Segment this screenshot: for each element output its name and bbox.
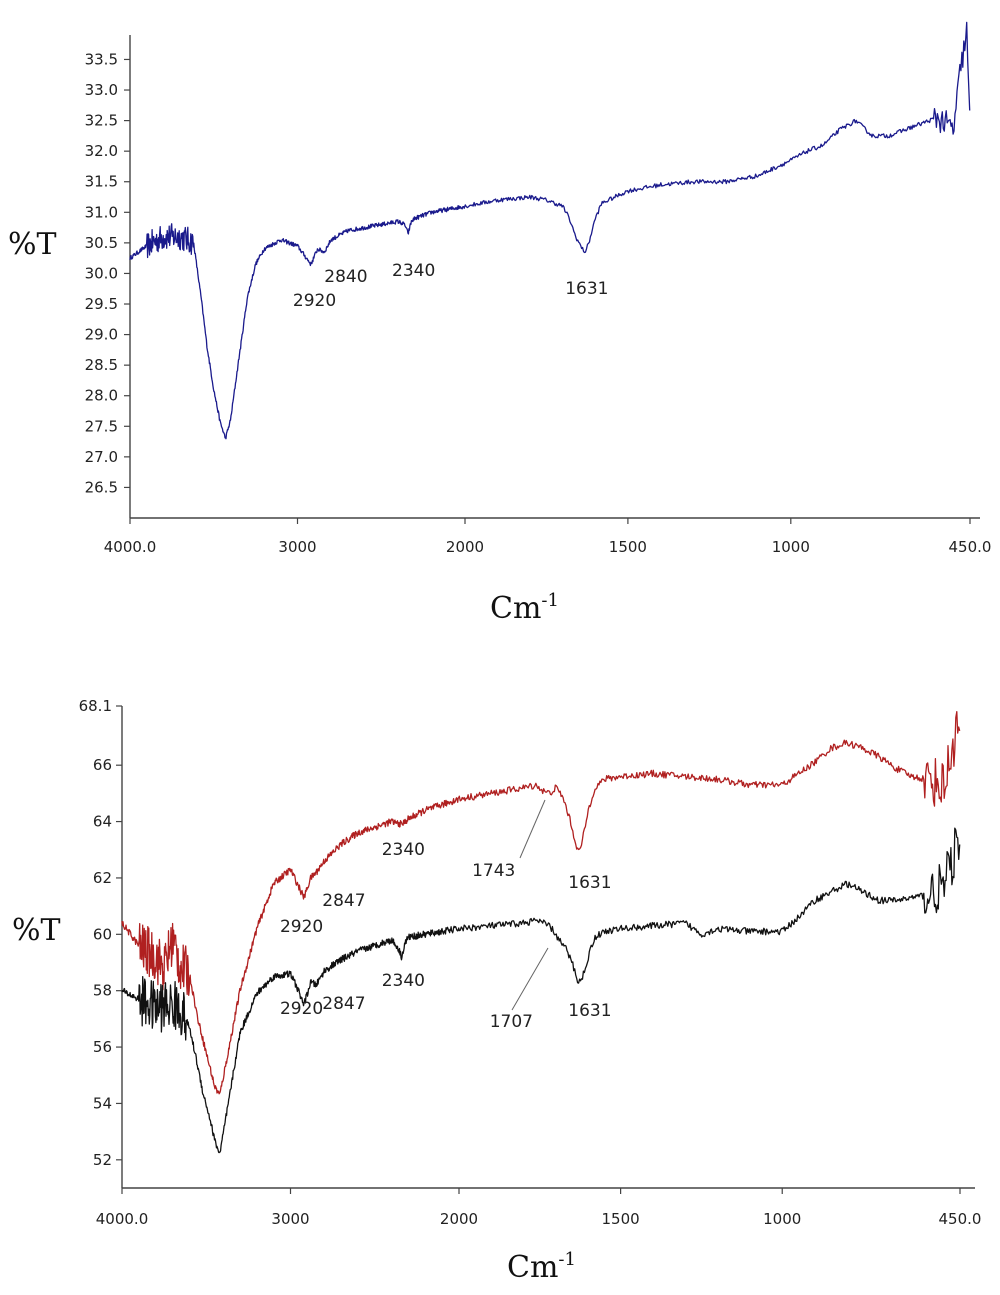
y-tick-label: 26.5 xyxy=(85,478,118,496)
y-tick-label: 33.5 xyxy=(85,50,118,68)
y-tick-label: 68.1 xyxy=(79,697,112,715)
peak-annotation: 2840 xyxy=(324,267,367,287)
x-tick-label: 3000 xyxy=(278,538,316,556)
y-tick-label: 30.5 xyxy=(85,234,118,252)
x-tick-label: 450.0 xyxy=(939,1210,982,1228)
x-tick-label: 4000.0 xyxy=(104,538,157,556)
y-tick-label: 28.0 xyxy=(85,387,118,405)
peak-annotation: 2340 xyxy=(382,971,425,991)
y-tick-label: 58 xyxy=(93,982,112,1000)
x-axis-label: Cm-1 xyxy=(507,1249,576,1285)
annotation-leader xyxy=(519,799,546,859)
peak-annotation: 1743 xyxy=(472,861,515,881)
peak-annotation: 2920 xyxy=(280,999,323,1019)
y-tick-label: 32.5 xyxy=(85,112,118,130)
annotation-leader xyxy=(511,947,549,1011)
peak-annotation: 2920 xyxy=(293,291,336,311)
y-tick-label: 66 xyxy=(93,756,112,774)
spectrum-line-1 xyxy=(129,21,971,440)
x-tick-label: 2000 xyxy=(440,1210,478,1228)
y-tick-label: 30.0 xyxy=(85,264,118,282)
x-axis-label: Cm-1 xyxy=(490,590,559,626)
y-axis-label: %T xyxy=(8,227,57,262)
y-tick-label: 32.0 xyxy=(85,142,118,160)
peak-annotation: 1631 xyxy=(565,279,608,299)
x-tick-group: 4000.0 3000 2000 1500 1000 450.0 xyxy=(104,518,992,556)
y-axis-label: %T xyxy=(12,913,61,948)
x-tick-label: 1000 xyxy=(772,538,810,556)
y-tick-group: 26.5 27.0 27.5 28.0 28.5 29.0 29.5 30.0 30.5 31.0… xyxy=(85,50,130,496)
spectrum-line-1 xyxy=(121,711,961,1095)
y-tick-label: 31.5 xyxy=(85,173,118,191)
y-tick-label: 33.0 xyxy=(85,81,118,99)
x-tick-label: 1500 xyxy=(602,1210,640,1228)
y-tick-label: 27.5 xyxy=(85,417,118,435)
y-tick-label: 29.0 xyxy=(85,326,118,344)
peak-annotation: 2340 xyxy=(382,840,425,860)
x-tick-label: 3000 xyxy=(271,1210,309,1228)
y-tick-label: 52 xyxy=(93,1151,112,1169)
x-tick-label: 1500 xyxy=(609,538,647,556)
y-tick-group: 52 54 56 58 60 62 64 66 68.1 xyxy=(79,697,122,1169)
x-tick-label: 450.0 xyxy=(949,538,992,556)
annotation-group: 2920 2840 2340 1631 xyxy=(293,261,609,311)
chart-panel-bottom: 52 54 56 58 60 62 64 66 68.1 4000.0 3000 2000 1500 1… xyxy=(12,697,981,1285)
y-tick-label: 29.5 xyxy=(85,295,118,313)
x-tick-group: 4000.0 3000 2000 1500 1000 450.0 xyxy=(96,1188,982,1228)
y-tick-label: 28.5 xyxy=(85,356,118,374)
y-tick-label: 54 xyxy=(93,1094,112,1112)
y-tick-label: 56 xyxy=(93,1038,112,1056)
y-tick-label: 60 xyxy=(93,925,112,943)
chart-panel-top: 26.5 27.0 27.5 28.0 28.5 29.0 29.5 30.0 30.5 31.0… xyxy=(8,21,992,626)
y-tick-label: 64 xyxy=(93,813,112,831)
y-tick-label: 27.0 xyxy=(85,448,118,466)
y-tick-label: 62 xyxy=(93,869,112,887)
peak-annotation: 2340 xyxy=(392,261,435,281)
peak-annotation: 1631 xyxy=(568,873,611,893)
series-group xyxy=(129,21,971,440)
peak-annotation: 2920 xyxy=(280,917,323,937)
peak-annotation: 2847 xyxy=(322,891,365,911)
peak-annotation: 2847 xyxy=(322,994,365,1014)
y-tick-label: 31.0 xyxy=(85,203,118,221)
peak-annotation: 1631 xyxy=(568,1001,611,1021)
x-tick-label: 2000 xyxy=(446,538,484,556)
x-tick-label: 4000.0 xyxy=(96,1210,149,1228)
peak-annotation: 1707 xyxy=(490,1012,533,1032)
x-tick-label: 1000 xyxy=(763,1210,801,1228)
spectrum-line-2 xyxy=(121,827,961,1154)
series-group xyxy=(121,711,961,1154)
